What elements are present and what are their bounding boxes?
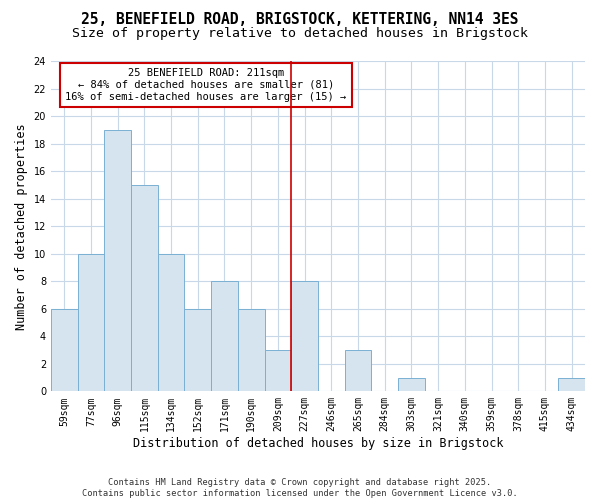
Bar <box>51 309 77 392</box>
Text: 25 BENEFIELD ROAD: 211sqm
← 84% of detached houses are smaller (81)
16% of semi-: 25 BENEFIELD ROAD: 211sqm ← 84% of detac… <box>65 68 346 102</box>
Text: Size of property relative to detached houses in Brigstock: Size of property relative to detached ho… <box>72 28 528 40</box>
Bar <box>211 282 238 392</box>
Bar <box>558 378 585 392</box>
Bar <box>398 378 425 392</box>
Text: Contains HM Land Registry data © Crown copyright and database right 2025.
Contai: Contains HM Land Registry data © Crown c… <box>82 478 518 498</box>
Bar <box>238 309 265 392</box>
Bar <box>184 309 211 392</box>
Bar <box>265 350 291 392</box>
Bar <box>344 350 371 392</box>
Bar <box>77 254 104 392</box>
X-axis label: Distribution of detached houses by size in Brigstock: Distribution of detached houses by size … <box>133 437 503 450</box>
Bar <box>158 254 184 392</box>
Bar <box>291 282 318 392</box>
Bar <box>104 130 131 392</box>
Bar <box>131 185 158 392</box>
Y-axis label: Number of detached properties: Number of detached properties <box>15 123 28 330</box>
Text: 25, BENEFIELD ROAD, BRIGSTOCK, KETTERING, NN14 3ES: 25, BENEFIELD ROAD, BRIGSTOCK, KETTERING… <box>81 12 519 28</box>
